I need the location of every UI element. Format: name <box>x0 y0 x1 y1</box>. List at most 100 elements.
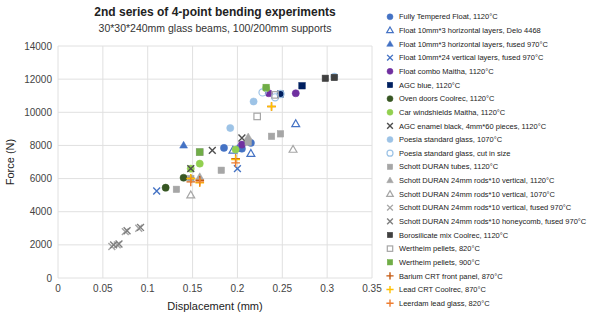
point <box>116 241 123 248</box>
grid-line-x <box>58 46 59 278</box>
legend-marker <box>387 164 392 169</box>
grid-line-y <box>58 178 372 179</box>
point <box>196 160 203 167</box>
legend-label: Wertheim pellets, 900°C <box>399 258 480 267</box>
series <box>322 74 337 81</box>
legend-label: Schott DURAN 24mm rods*10 vertical, 1070… <box>399 190 556 199</box>
legend-label: Barium CRT front panel, 870°C <box>399 272 503 281</box>
legend-label: Car windshields Maitha, 1120°C <box>399 108 506 117</box>
series <box>227 73 338 132</box>
point <box>272 94 279 101</box>
point <box>162 184 169 191</box>
series <box>110 224 144 248</box>
legend-marker <box>387 177 394 183</box>
point <box>292 90 299 97</box>
legend-label: Oven doors Coolrec, 1120°C <box>399 94 495 103</box>
y-tick-label: 2000 <box>30 239 53 250</box>
point <box>263 85 270 92</box>
grid-line-y <box>58 278 372 279</box>
legend-marker <box>387 96 393 102</box>
point <box>195 178 204 187</box>
series <box>186 159 239 187</box>
legend-marker <box>387 205 393 211</box>
y-tick-label: 10000 <box>24 107 52 118</box>
legend-label: Float combo Maitha, 1120°C <box>399 67 494 76</box>
point <box>180 141 188 148</box>
legend-label: Schott DURAN 24mm rods*10 vertical, fuse… <box>399 203 572 212</box>
point <box>124 227 131 234</box>
point <box>197 149 203 155</box>
point <box>289 145 297 152</box>
point <box>267 102 276 111</box>
y-tick-label: 12000 <box>24 74 52 85</box>
legend-label: Float 10mm*3 horizontal layers, fused 97… <box>399 40 548 49</box>
chart: 00.050.10.150.20.250.30.3502000400060008… <box>0 0 600 320</box>
series <box>238 90 299 149</box>
x-tick-label: 0.15 <box>183 283 203 294</box>
series <box>173 131 284 193</box>
point <box>231 159 240 168</box>
point <box>254 113 260 119</box>
y-tick-label: 14000 <box>24 41 52 52</box>
point <box>331 74 337 80</box>
point <box>187 191 195 198</box>
point <box>186 178 195 187</box>
point <box>173 186 179 192</box>
legend-marker <box>386 272 393 279</box>
title: 2nd series of 4-point bending experiment… <box>94 5 336 19</box>
x-tick-label: 0 <box>55 283 61 294</box>
grid <box>58 46 372 278</box>
point <box>267 102 276 111</box>
legend-marker <box>387 137 393 143</box>
grid-line-y <box>58 46 372 47</box>
legend-marker <box>387 14 393 20</box>
y-tick-label: 0 <box>46 273 52 284</box>
legend-marker <box>387 68 393 74</box>
legend-marker <box>387 27 394 33</box>
data <box>108 73 338 250</box>
legend-label: AGC blue, 1120°C <box>399 81 461 90</box>
point <box>218 167 224 173</box>
grid-line-y <box>58 112 372 113</box>
y-tick-label: 8000 <box>30 140 53 151</box>
grid-line-x <box>372 46 373 278</box>
legend-marker <box>387 41 394 47</box>
point <box>238 135 245 142</box>
series <box>187 133 252 182</box>
point <box>244 133 252 140</box>
x-tick-label: 0.35 <box>362 283 382 294</box>
series <box>108 225 142 250</box>
legend-label: AGC enamel black, 4mm*60 pieces, 1120°C <box>399 122 547 131</box>
legend-label: Schott DURAN 24mm rods*10 vertical, 1120… <box>399 176 555 185</box>
point <box>250 98 257 105</box>
legend-marker <box>387 260 392 265</box>
point <box>180 174 187 181</box>
legend-marker <box>386 286 393 293</box>
legend-label: Schott DURAN 24mm rods*10 honeycomb, fus… <box>399 217 587 226</box>
point <box>331 73 338 80</box>
series <box>197 92 279 156</box>
point <box>268 133 274 139</box>
grid-line-x <box>237 46 238 278</box>
point <box>137 224 144 231</box>
legend-marker <box>386 300 393 307</box>
legend-label: Float 10mm*24 vertical layers, fused 970… <box>399 53 544 62</box>
point <box>209 147 216 154</box>
series <box>187 145 297 197</box>
legend-label: Float 10mm*3 horizontal layers, Delo 446… <box>399 26 541 35</box>
series <box>220 139 254 152</box>
series <box>186 102 275 184</box>
grid-line-y <box>58 211 372 212</box>
legend-label: Leerdam lead glass, 820°C <box>399 299 490 308</box>
point <box>277 131 283 137</box>
series <box>187 85 270 173</box>
legend-marker <box>387 246 392 251</box>
point <box>299 83 305 89</box>
legend-label: Poesia standard glass, 1070°C <box>399 135 503 144</box>
point <box>227 124 234 131</box>
legend-label: Poesia standard glass, cut in size <box>399 149 510 158</box>
y-axis-label: Force (N) <box>4 139 16 185</box>
point <box>187 165 194 172</box>
legend-marker <box>387 232 392 237</box>
point <box>220 144 227 151</box>
